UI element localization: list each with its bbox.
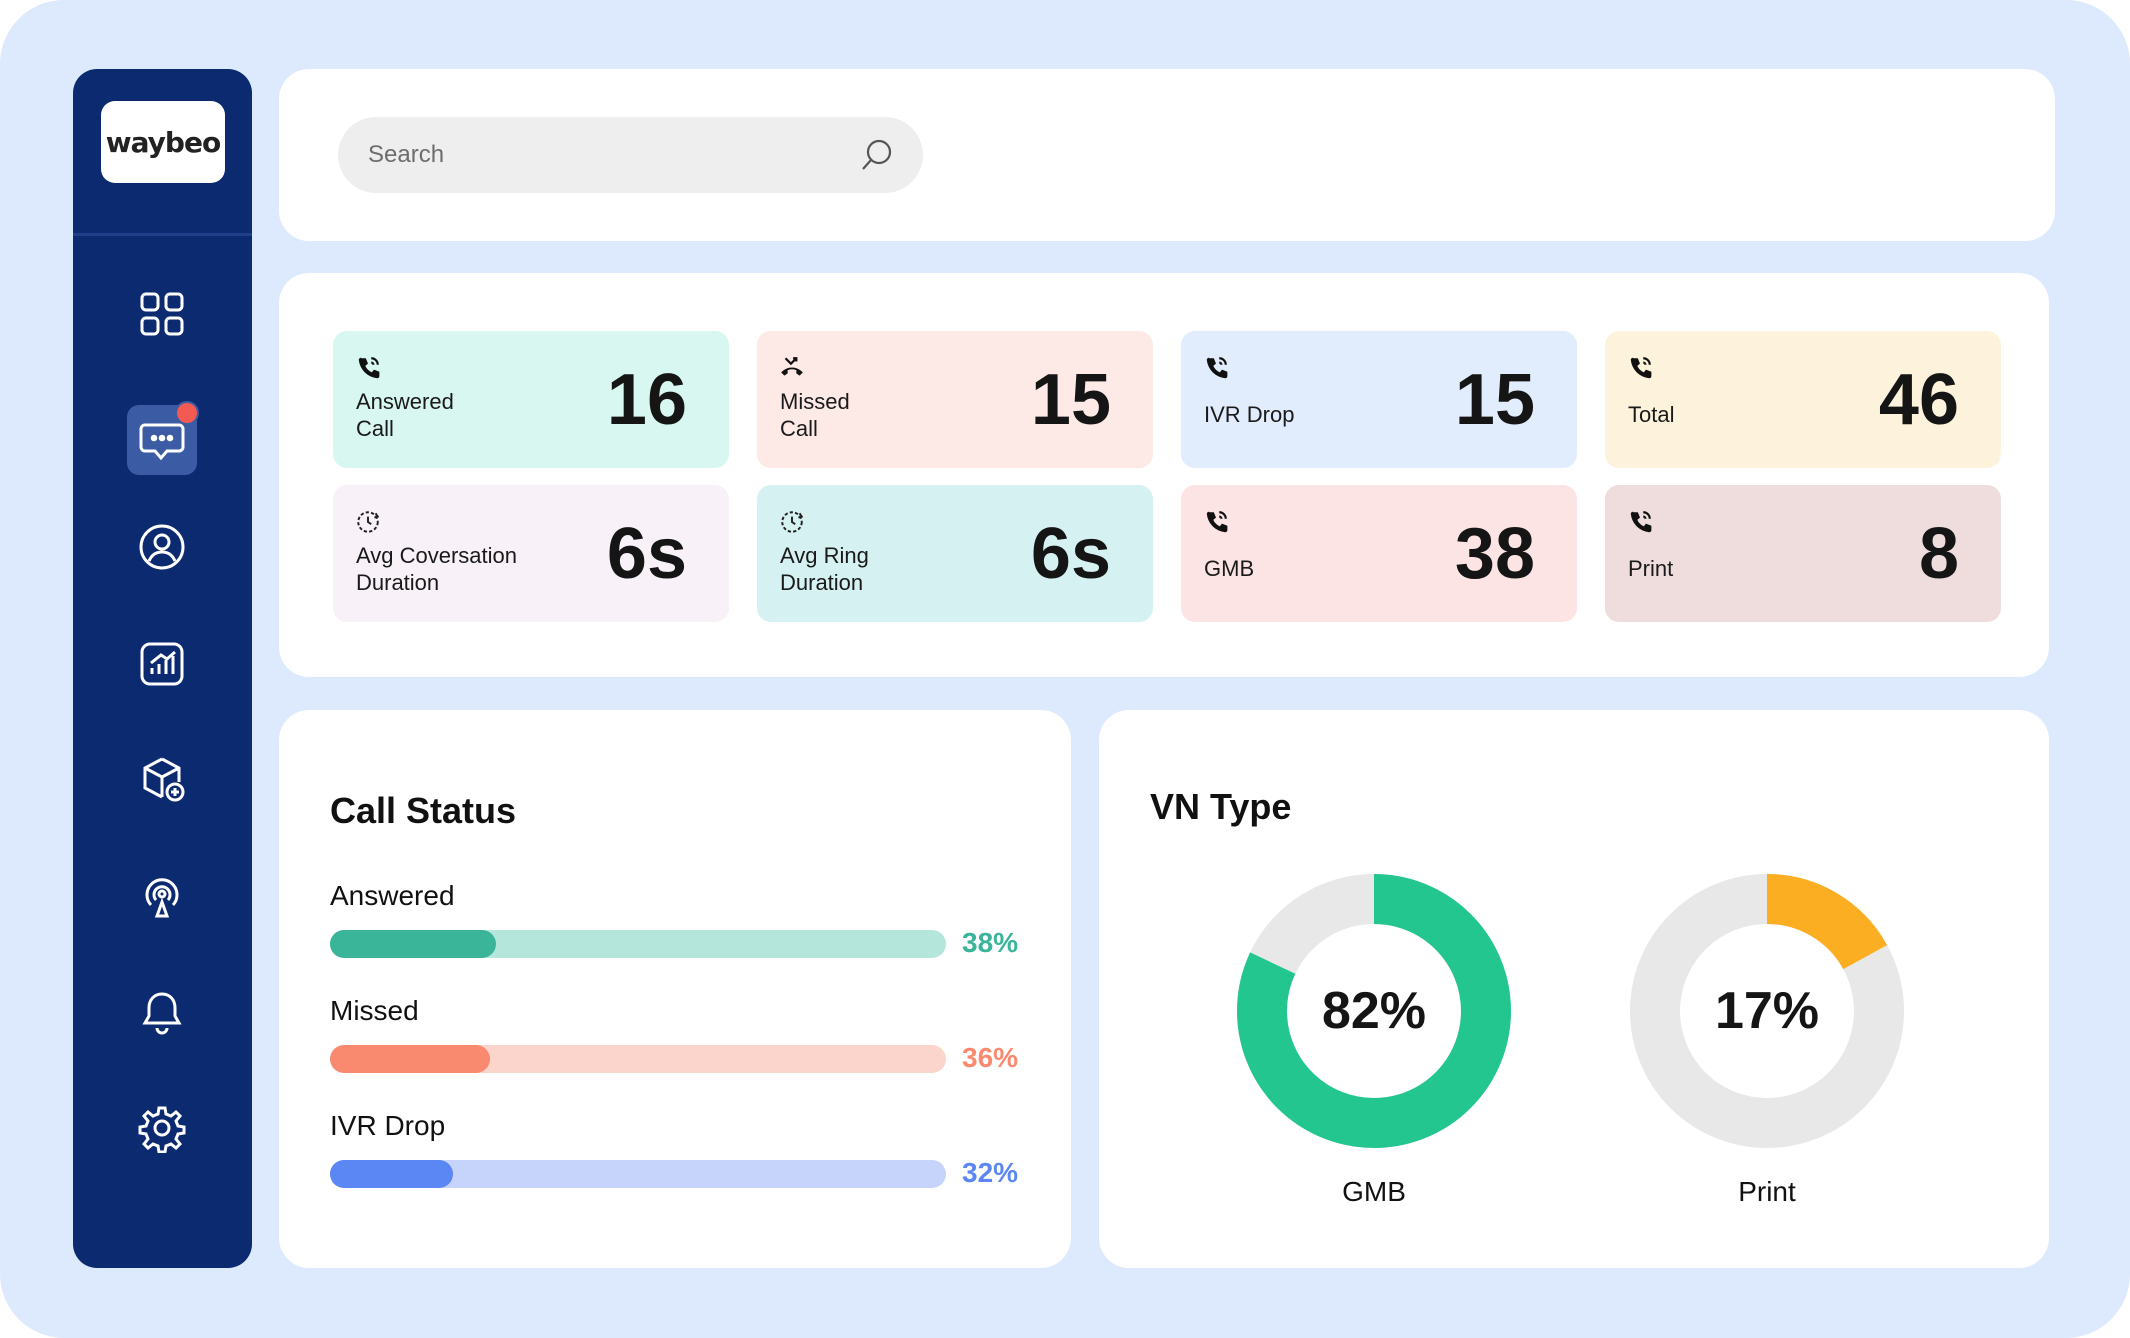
- sidebar-item-settings[interactable]: [127, 1093, 197, 1163]
- stat-label: GMB: [1204, 556, 1255, 581]
- donut-percent: 17%: [1714, 982, 1820, 1040]
- stat-label: Answered Call: [356, 389, 454, 441]
- status-bar-track: [330, 1045, 946, 1073]
- user-icon: [139, 524, 185, 570]
- phone-icon: [1203, 509, 1229, 535]
- stat-value: 15: [1454, 359, 1535, 440]
- stat-value: 15: [1030, 359, 1111, 440]
- stat-card-avg-ring-duration[interactable]: Avg Ring Duration 6s: [757, 485, 1153, 622]
- phone-incoming-icon: [355, 355, 381, 381]
- stat-card-total[interactable]: Total 46: [1605, 331, 2001, 468]
- package-add-icon: [143, 757, 185, 802]
- donut-segment: [1237, 874, 1511, 1148]
- status-bar-fill: [330, 930, 497, 958]
- sidebar-divider: [73, 233, 252, 236]
- stat-value: 46: [1878, 359, 1959, 440]
- dashboard-grid-icon: [140, 292, 184, 336]
- settings-icon: [138, 1106, 186, 1153]
- chat-icon: [139, 423, 185, 461]
- stat-card-gmb[interactable]: GMB 38: [1181, 485, 1577, 622]
- stat-card-ivr-drop[interactable]: IVR Drop 15: [1181, 331, 1577, 468]
- donut-label: Print: [1738, 1176, 1796, 1207]
- sidebar-item-broadcast[interactable]: [127, 861, 197, 931]
- stat-value: 16: [606, 359, 687, 440]
- donut-chart-gmb: 82%: [1237, 874, 1511, 1148]
- donut-segment: [1630, 874, 1904, 1148]
- status-bar-track: [330, 1160, 946, 1188]
- phone-icon: [1203, 355, 1229, 381]
- sidebar-item-products[interactable]: [127, 744, 197, 814]
- status-bar-fill: [330, 1160, 454, 1188]
- status-percent: 32%: [962, 1157, 1019, 1188]
- call-status-panel: Call Status Answered 38% Missed 36% IVR Drop…: [279, 710, 1071, 1268]
- stat-card-answered-call[interactable]: Answered Call 16: [333, 331, 729, 468]
- status-bar-track: [330, 930, 946, 958]
- donut-label: GMB: [1342, 1176, 1406, 1207]
- broadcast-icon: [145, 878, 179, 918]
- phone-icon: [1627, 355, 1653, 381]
- stat-value: 6s: [1030, 513, 1111, 594]
- search-input[interactable]: [366, 140, 850, 170]
- logo-text: waybeo: [105, 125, 221, 159]
- sidebar-item-profile[interactable]: [127, 512, 197, 582]
- vn-type-title: VN Type: [1150, 786, 1292, 827]
- stat-label: IVR Drop: [1204, 402, 1295, 427]
- notification-dot: [175, 401, 199, 425]
- analytics-icon: [140, 642, 184, 686]
- status-label-answered: Answered: [330, 880, 455, 911]
- stats-panel: Answered Call 16 Missed Call 15 IVR Drop 15 To…: [279, 273, 2049, 677]
- sidebar-item-analytics[interactable]: [127, 629, 197, 699]
- search-icon[interactable]: [859, 137, 895, 173]
- stat-card-missed-call[interactable]: Missed Call 15: [757, 331, 1153, 468]
- stat-label: Avg Ring Duration: [780, 543, 869, 595]
- stat-card-print[interactable]: Print 8: [1605, 485, 2001, 622]
- header-panel: [279, 69, 2055, 241]
- stat-value: 38: [1454, 513, 1535, 594]
- vn-type-panel: VN Type 82% GMB 17% Print: [1099, 710, 2049, 1268]
- stat-label: Missed Call: [780, 389, 850, 441]
- search-bar[interactable]: [338, 117, 923, 193]
- stat-label: Total: [1628, 402, 1675, 427]
- clock-icon: [779, 509, 805, 535]
- status-percent: 38%: [962, 927, 1019, 958]
- status-bar-fill: [330, 1045, 491, 1073]
- clock-icon: [355, 509, 381, 535]
- stat-label: Avg Coversation Duration: [356, 543, 518, 595]
- status-label-ivr-drop: IVR Drop: [330, 1110, 446, 1141]
- sidebar-item-notifications[interactable]: [127, 978, 197, 1048]
- stat-value: 6s: [606, 513, 687, 594]
- stat-label: Print: [1628, 556, 1674, 581]
- stat-card-avg-coversation-duration[interactable]: Avg Coversation Duration 6s: [333, 485, 729, 622]
- donut-chart-print: 17%: [1630, 874, 1904, 1148]
- status-percent: 36%: [962, 1042, 1019, 1073]
- sidebar-item-messages[interactable]: [127, 401, 199, 475]
- call-status-title: Call Status: [330, 790, 517, 831]
- bell-icon: [142, 992, 182, 1035]
- sidebar: waybeo: [73, 69, 252, 1268]
- phone-icon: [1627, 509, 1653, 535]
- donut-percent: 82%: [1321, 982, 1427, 1040]
- status-label-missed: Missed: [330, 995, 419, 1026]
- stat-value: 8: [1918, 513, 1959, 594]
- brand-logo[interactable]: waybeo: [101, 101, 225, 183]
- phone-missed-icon: [779, 355, 805, 381]
- sidebar-item-dashboard[interactable]: [127, 279, 197, 349]
